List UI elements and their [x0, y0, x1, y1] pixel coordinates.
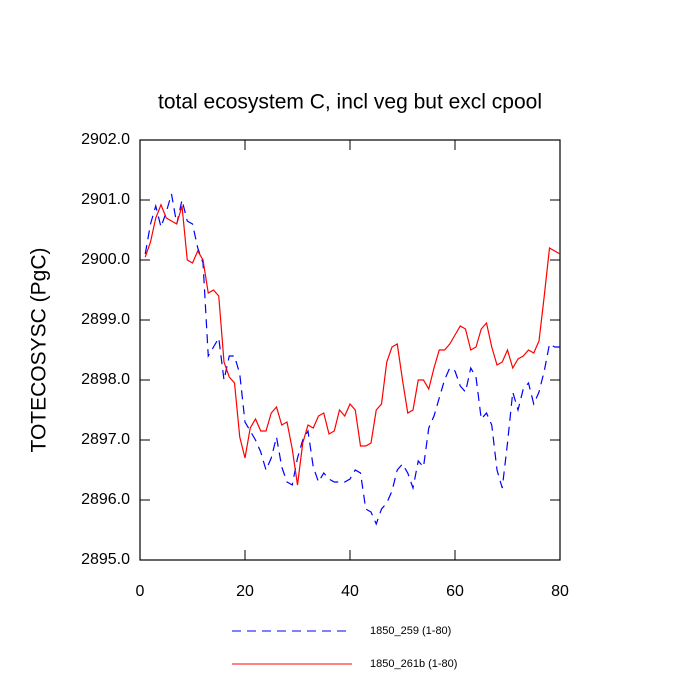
y-tick-label: 2895.0: [81, 551, 130, 568]
x-tick-label: 40: [341, 583, 359, 600]
y-tick-label: 2899.0: [81, 311, 130, 328]
legend-label: 1850_259 (1-80): [370, 625, 451, 637]
y-tick-label: 2898.0: [81, 371, 130, 388]
y-tick-label: 2900.0: [81, 251, 130, 268]
x-tick-label: 80: [551, 583, 569, 600]
x-tick-label: 20: [236, 583, 254, 600]
y-tick-label: 2901.0: [81, 191, 130, 208]
series-line: [144, 203, 561, 486]
x-tick-label: 60: [446, 583, 464, 600]
chart-title: total ecosystem C, incl veg but excl cpo…: [158, 91, 542, 114]
x-tick-label: 0: [136, 583, 145, 600]
y-axis-label: TOTECOSYSC (PgC): [28, 248, 51, 453]
plot-frame: [139, 139, 561, 561]
series-line: [144, 193, 560, 526]
y-tick-label: 2896.0: [81, 491, 130, 508]
y-tick-label: 2902.0: [81, 131, 130, 148]
legend-label: 1850_261b (1-80): [370, 658, 457, 670]
y-tick-label: 2897.0: [81, 431, 130, 448]
